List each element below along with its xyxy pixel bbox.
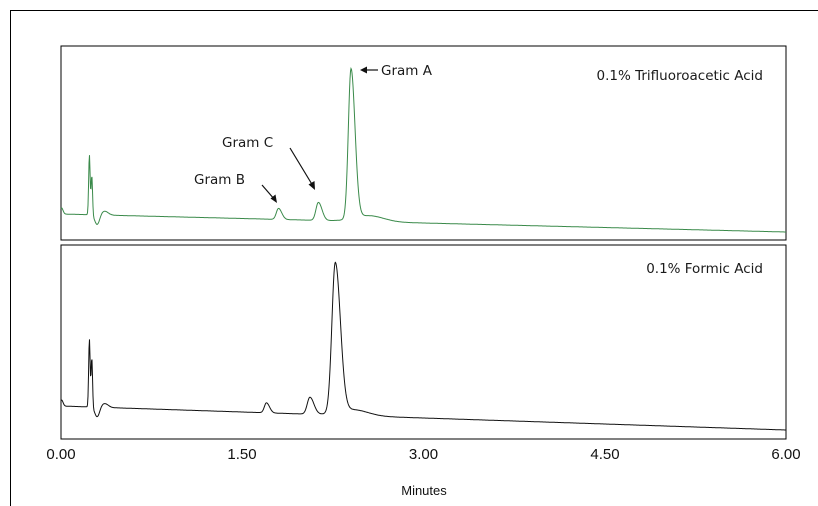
x-tick-2: 3.00 — [409, 446, 438, 463]
label-gram-c: Gram C — [222, 135, 273, 151]
x-tick-0: 0.00 — [46, 446, 75, 463]
panel-formic-label: 0.1% Formic Acid — [646, 261, 763, 277]
x-tick-1: 1.50 — [227, 446, 256, 463]
trace-formic — [60, 261, 786, 431]
trace-tfa — [60, 66, 786, 233]
label-gram-a: Gram A — [381, 63, 433, 79]
x-axis: 0.00 1.50 3.00 4.50 6.00 — [46, 446, 800, 463]
chart-frame — [10, 10, 818, 506]
panel-tfa-label: 0.1% Trifluoroacetic Acid — [597, 68, 763, 84]
label-gram-b: Gram B — [194, 172, 245, 188]
arrow-gram-c — [289, 147, 314, 187]
panel-formic-box — [60, 244, 787, 440]
arrowhead-gram-a — [360, 66, 367, 74]
x-axis-label: Minutes — [401, 483, 447, 498]
x-tick-4: 6.00 — [771, 446, 800, 463]
panel-tfa-box — [60, 45, 787, 241]
x-tick-3: 4.50 — [590, 446, 619, 463]
arrowhead-gram-b — [270, 194, 277, 203]
arrowhead-gram-c — [308, 181, 315, 190]
